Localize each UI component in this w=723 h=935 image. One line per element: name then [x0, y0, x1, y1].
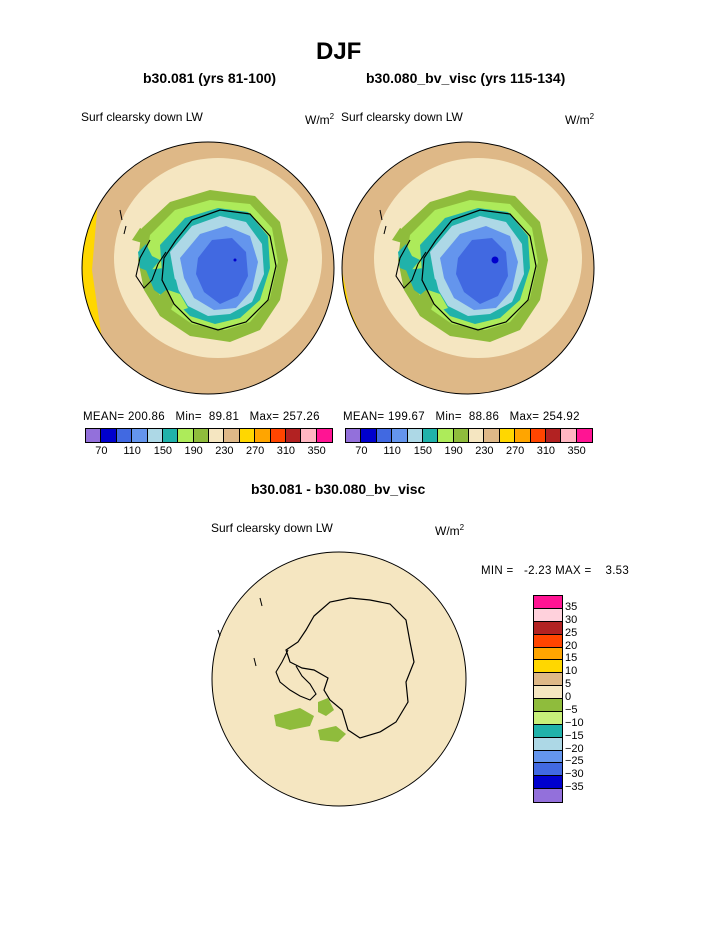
diff-colorbar-tick-label: 5 — [565, 678, 572, 691]
panel-1-subtitle: b30.081 (yrs 81-100) — [143, 70, 277, 86]
diff-colorbar-swatch — [534, 750, 562, 764]
diff-colorbar-swatch — [534, 763, 562, 777]
panel-2-colorbar — [345, 428, 593, 443]
colorbar-swatch — [561, 429, 577, 442]
diff-colorbar-tick-label: 25 — [565, 626, 578, 639]
colorbar-swatch — [101, 429, 117, 442]
colorbar-tick-label: 70 — [355, 445, 368, 457]
diff-colorbar-swatch — [534, 699, 562, 712]
diff-colorbar-tick-label: 20 — [565, 639, 578, 652]
colorbar-swatch — [376, 429, 393, 442]
panel-2-variable-label: Surf clearsky down LW — [341, 110, 463, 124]
diff-colorbar-swatch — [534, 789, 562, 802]
diff-colorbar-tick-label: −5 — [565, 703, 578, 716]
colorbar-swatch — [515, 429, 531, 442]
colorbar-tick-label: 190 — [184, 445, 203, 457]
colorbar-swatch — [301, 429, 317, 442]
colorbar-swatch — [438, 429, 454, 442]
diff-minmax: MIN = -2.23 MAX = 3.53 — [481, 565, 630, 577]
colorbar-swatch — [392, 429, 408, 442]
colorbar-swatch — [545, 429, 562, 442]
panel-2-polar-map — [341, 141, 595, 395]
diff-colorbar-tick-label: −20 — [565, 742, 584, 755]
colorbar-tick-label: 70 — [95, 445, 108, 457]
colorbar-swatch — [147, 429, 163, 442]
diff-colorbar-swatch — [534, 776, 562, 790]
panel-1-variable-label: Surf clearsky down LW — [81, 110, 203, 124]
diff-colorbar-tick-label: 30 — [565, 613, 578, 626]
colorbar-tick-label: 110 — [123, 445, 141, 457]
colorbar-swatch — [469, 429, 485, 442]
diff-colorbar-tick-label: 15 — [565, 652, 578, 665]
diff-colorbar-swatch — [534, 686, 562, 699]
diff-colorbar-tick-label: −10 — [565, 716, 584, 729]
panel-2-units: W/m2 — [565, 112, 595, 127]
diff-colorbar-swatch — [534, 711, 562, 725]
colorbar-swatch — [576, 429, 592, 442]
panel-2-subtitle: b30.080_bv_visc (yrs 115-134) — [366, 70, 566, 86]
colorbar-tick-label: 110 — [383, 445, 401, 457]
diff-colorbar-swatch — [534, 647, 562, 661]
diff-colorbar-swatch — [534, 737, 562, 751]
colorbar-swatch — [422, 429, 439, 442]
colorbar-tick-label: 230 — [475, 445, 494, 457]
panel-1-units: W/m2 — [305, 112, 335, 127]
diff-colorbar-tick-label: 0 — [565, 691, 572, 703]
diff-colorbar-swatch — [534, 660, 562, 674]
colorbar-tick-label: 310 — [276, 445, 296, 457]
colorbar-tick-label: 190 — [444, 445, 463, 457]
diff-colorbar-swatch — [534, 634, 562, 648]
colorbar-swatch — [116, 429, 133, 442]
diff-subtitle: b30.081 - b30.080_bv_visc — [251, 481, 426, 497]
diff-polar-map — [211, 551, 467, 807]
colorbar-swatch — [361, 429, 377, 442]
panel-1-stats: MEAN= 200.86 Min= 89.81 Max= 257.26 — [83, 411, 320, 423]
diff-colorbar — [533, 595, 563, 803]
panel-2-stats: MEAN= 199.67 Min= 88.86 Max= 254.92 — [343, 411, 580, 423]
colorbar-swatch — [132, 429, 148, 442]
diff-colorbar-swatch — [534, 724, 562, 738]
colorbar-swatch — [255, 429, 271, 442]
diff-colorbar-swatch — [534, 596, 562, 609]
panel-1-colorbar — [85, 428, 333, 443]
colorbar-swatch — [285, 429, 302, 442]
colorbar-swatch — [316, 429, 332, 442]
diff-variable-label: Surf clearsky down LW — [211, 521, 333, 535]
diff-colorbar-tick-label: −35 — [565, 781, 584, 794]
main-title: DJF — [316, 38, 362, 65]
colorbar-tick-label: 150 — [153, 445, 173, 457]
colorbar-swatch — [209, 429, 225, 442]
colorbar-swatch — [346, 429, 362, 442]
colorbar-tick-label: 270 — [505, 445, 525, 457]
colorbar-tick-label: 150 — [413, 445, 433, 457]
colorbar-tick-label: 310 — [536, 445, 556, 457]
diff-colorbar-tick-label: −30 — [565, 768, 584, 781]
colorbar-swatch — [224, 429, 240, 442]
diff-colorbar-swatch — [534, 608, 562, 622]
panel-1-polar-map — [81, 141, 335, 395]
diff-colorbar-swatch — [534, 621, 562, 635]
diff-colorbar-tick-label: −25 — [565, 755, 584, 768]
colorbar-tick-label: 270 — [245, 445, 265, 457]
colorbar-swatch — [499, 429, 516, 442]
diff-colorbar-tick-label: 10 — [565, 665, 578, 678]
colorbar-tick-label: 350 — [567, 445, 586, 457]
diff-units: W/m2 — [435, 523, 465, 538]
colorbar-tick-label: 350 — [307, 445, 326, 457]
colorbar-swatch — [178, 429, 194, 442]
colorbar-swatch — [270, 429, 286, 442]
colorbar-swatch — [162, 429, 179, 442]
diff-colorbar-tick-label: 35 — [565, 600, 578, 613]
colorbar-swatch — [530, 429, 546, 442]
colorbar-swatch — [239, 429, 256, 442]
diff-colorbar-swatch — [534, 673, 562, 687]
colorbar-swatch — [484, 429, 500, 442]
colorbar-swatch — [193, 429, 209, 442]
colorbar-swatch — [407, 429, 423, 442]
colorbar-tick-label: 230 — [215, 445, 234, 457]
colorbar-swatch — [86, 429, 102, 442]
diff-colorbar-tick-label: −15 — [565, 729, 584, 742]
colorbar-swatch — [453, 429, 469, 442]
